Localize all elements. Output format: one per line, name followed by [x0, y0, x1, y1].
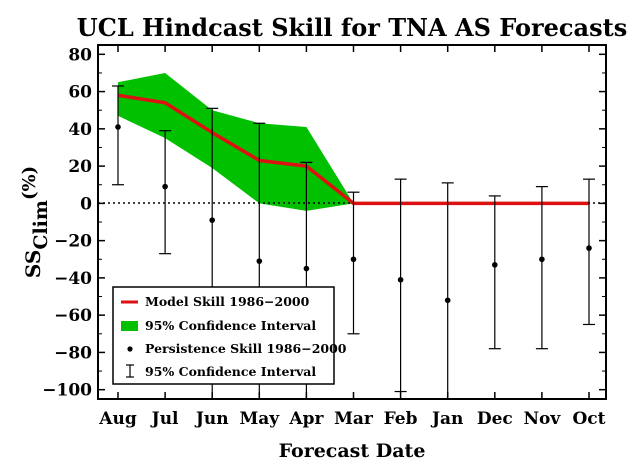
persistence-point-nov: [539, 256, 545, 263]
errorbar-mar: [347, 191, 360, 335]
errorbar-nov: [535, 186, 548, 350]
legend-persistence-swatch: [127, 346, 133, 352]
ylabel-main: SS: [21, 250, 45, 278]
x-tick-label-may: May: [239, 409, 280, 429]
legend-box: [112, 286, 335, 385]
persistence-point-dec: [492, 262, 498, 268]
x-tick-label-dec: Dec: [477, 409, 513, 429]
legend-persistence-label: Persistence Skill 1986−2000: [145, 341, 347, 356]
errorbar-jul: [159, 130, 172, 255]
y-tick-label: −80: [54, 343, 92, 363]
y-tick-label: −60: [54, 306, 92, 326]
persistence-point-jul: [162, 183, 168, 190]
x-tick-label-apr: Apr: [288, 409, 324, 429]
y-tick-label: −40: [54, 269, 92, 289]
svg-text:SSClim(%): SSClim(%): [19, 166, 52, 278]
persistence-point-jun: [209, 217, 215, 223]
x-tick-label-oct: Oct: [572, 409, 605, 429]
x-tick-label-aug: Aug: [98, 409, 137, 429]
x-tick-label-feb: Feb: [384, 409, 418, 429]
y-tick-label: 20: [68, 157, 92, 177]
x-tick-label-jan: Jan: [430, 409, 463, 429]
confidence-band-area: [118, 72, 589, 211]
legend-errorbar-label: 95% Confidence Interval: [145, 364, 316, 379]
errorbar-dec: [488, 195, 501, 350]
legend: Model Skill 1986−2000 95% Confidence Int…: [112, 286, 347, 385]
x-tick-label-mar: Mar: [334, 409, 374, 429]
persistence-point-feb: [397, 276, 404, 283]
y-tick-label: −100: [42, 381, 92, 401]
y-tick-label: 40: [68, 120, 92, 140]
ylabel-sub: Clim: [30, 200, 52, 250]
x-axis-label: Forecast Date: [279, 440, 426, 462]
legend-band-label: 95% Confidence Interval: [145, 318, 316, 333]
legend-band-swatch: [121, 321, 138, 331]
persistence-point-may: [256, 258, 263, 264]
x-tick-label-jul: Jul: [150, 409, 179, 429]
errorbar-oct: [583, 178, 595, 326]
legend-model-label: Model Skill 1986−2000: [145, 294, 310, 309]
x-tick-label-nov: Nov: [524, 409, 562, 429]
y-axis-label: SSClim(%): [19, 166, 52, 278]
errorbar-aug: [112, 85, 124, 186]
chart-title: UCL Hindcast Skill for TNA AS Forecasts: [77, 13, 627, 42]
errorbar-jan: [441, 182, 454, 399]
ylabel-unit: (%): [19, 166, 40, 200]
y-tick-label: 60: [68, 83, 92, 103]
persistence-point-apr: [303, 265, 310, 272]
y-tick-label: 0: [80, 194, 92, 214]
persistence-point-oct: [586, 245, 592, 251]
errorbar-feb: [394, 178, 407, 393]
y-tick-label: −20: [54, 232, 92, 252]
persistence-point-jan: [444, 297, 451, 304]
axis-ticks: 80 60 40 20 0 −20 −40 −60 −80 −100 Aug Jul Jun May Apr…: [42, 45, 606, 429]
persistence-point-mar: [350, 256, 357, 263]
x-tick-label-jun: Jun: [194, 409, 229, 429]
persistence-point-aug: [115, 124, 121, 130]
confidence-band: [118, 72, 589, 211]
legend-errorbar-swatch: [126, 364, 134, 378]
persistence-points: [115, 124, 592, 304]
y-tick-label: 80: [68, 45, 92, 65]
